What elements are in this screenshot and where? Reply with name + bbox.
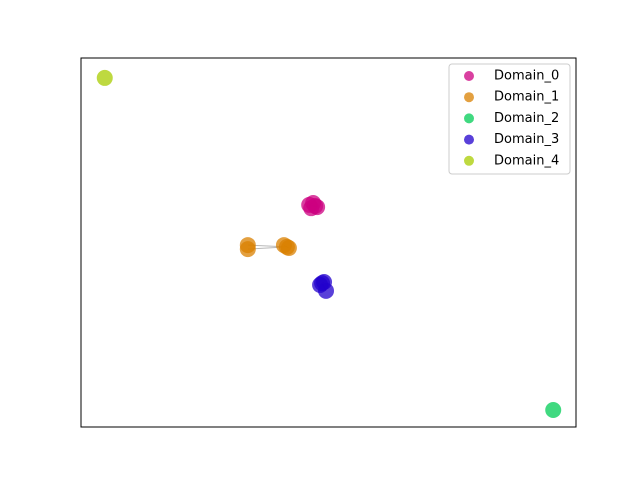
legend-frame bbox=[448, 63, 571, 175]
legend-label: Domain_2 bbox=[494, 111, 559, 126]
plot-frame bbox=[80, 57, 577, 428]
legend-label: Domain_0 bbox=[494, 69, 559, 84]
legend-marker bbox=[464, 155, 474, 166]
legend-marker bbox=[464, 92, 474, 103]
legend-marker bbox=[464, 71, 474, 81]
point bbox=[545, 402, 562, 419]
legend-label: Domain_4 bbox=[494, 153, 559, 168]
point bbox=[239, 241, 256, 258]
point bbox=[316, 273, 333, 290]
point bbox=[307, 197, 324, 214]
point bbox=[96, 69, 113, 86]
legend-label: Domain_3 bbox=[494, 132, 559, 147]
points bbox=[96, 69, 562, 419]
point bbox=[280, 240, 297, 257]
legend-marker bbox=[464, 134, 474, 145]
legend-label: Domain_1 bbox=[494, 90, 559, 105]
legend: Domain_0 Domain_1 Domain_2 Domain_3 Domain_4 bbox=[448, 63, 571, 175]
legend-marker bbox=[464, 113, 474, 124]
